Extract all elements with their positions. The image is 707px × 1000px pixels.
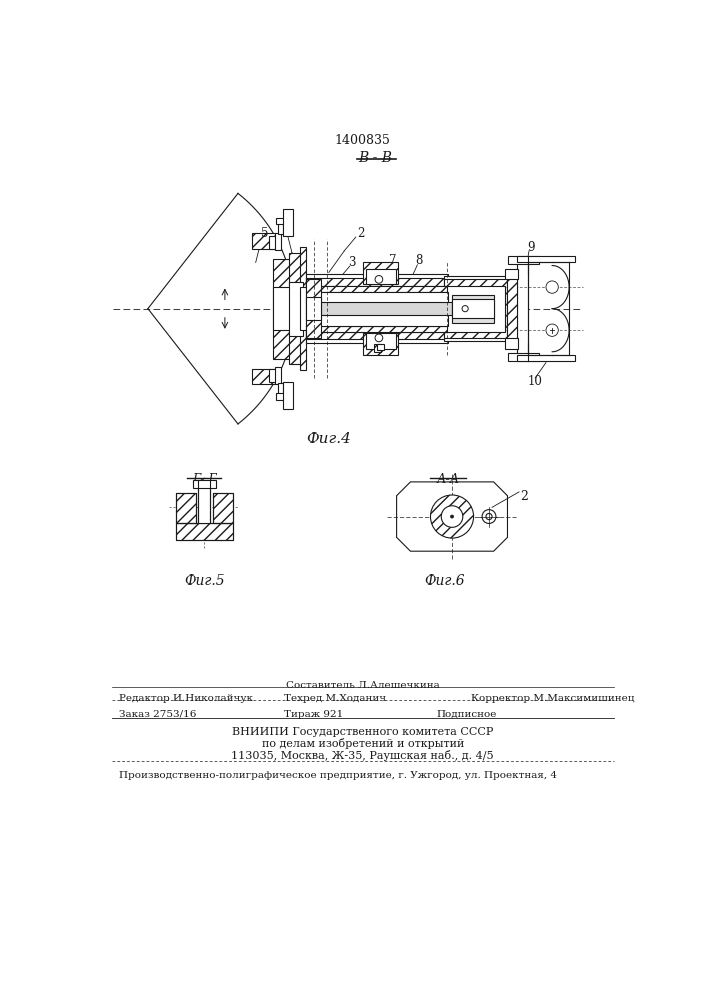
Bar — [269, 235, 276, 249]
Text: Техред М.Ходанич: Техред М.Ходанич — [284, 694, 386, 703]
Bar — [518, 256, 575, 262]
Bar — [305, 297, 321, 320]
Bar — [518, 355, 575, 361]
Bar — [508, 353, 539, 361]
Bar — [308, 286, 448, 292]
Text: Составитель Л.Алешечкина: Составитель Л.Алешечкина — [286, 681, 440, 690]
Bar — [175, 523, 233, 540]
Bar — [507, 276, 518, 341]
Text: В - В: В - В — [358, 151, 392, 165]
Text: 2: 2 — [358, 227, 365, 240]
Text: по делам изобретений и открытий: по делам изобретений и открытий — [262, 738, 464, 749]
Bar — [274, 287, 291, 330]
Bar — [300, 247, 305, 370]
Text: 10: 10 — [527, 375, 543, 388]
Text: ВНИИПИ Государственного комитета СССР: ВНИИПИ Государственного комитета СССР — [232, 727, 493, 737]
Circle shape — [486, 513, 492, 520]
Bar — [252, 369, 275, 384]
Bar — [300, 287, 305, 330]
Bar — [452, 295, 494, 323]
Bar — [305, 274, 448, 343]
Bar — [378, 344, 383, 350]
Bar — [192, 480, 216, 488]
Circle shape — [482, 510, 496, 523]
Bar — [276, 218, 284, 224]
Bar — [278, 222, 283, 234]
Circle shape — [441, 506, 463, 527]
Text: Г- Г: Г- Г — [192, 473, 216, 486]
Text: 8: 8 — [415, 254, 423, 267]
Text: Фиг.4: Фиг.4 — [306, 432, 351, 446]
Bar — [308, 292, 448, 326]
Bar — [275, 367, 281, 384]
Bar — [373, 344, 381, 352]
Circle shape — [450, 515, 454, 518]
Bar — [288, 282, 303, 336]
Bar — [213, 493, 233, 523]
Bar — [175, 523, 233, 540]
Bar — [278, 383, 283, 395]
Bar — [518, 262, 528, 355]
Text: 1: 1 — [286, 227, 294, 240]
Bar — [363, 333, 398, 355]
Bar — [269, 369, 276, 382]
Bar — [444, 279, 508, 338]
Bar — [508, 256, 539, 264]
Circle shape — [546, 281, 559, 293]
Text: Заказ 2753/16: Заказ 2753/16 — [119, 710, 197, 719]
Bar — [308, 326, 448, 332]
Bar — [366, 333, 396, 349]
Text: 9: 9 — [527, 241, 535, 254]
Bar — [213, 493, 233, 523]
Text: Редактор И.Николайчук: Редактор И.Николайчук — [119, 694, 253, 703]
Bar — [198, 481, 210, 523]
Bar — [317, 302, 452, 315]
Text: 113035, Москва, Ж-35, Раушская наб., д. 4/5: 113035, Москва, Ж-35, Раушская наб., д. … — [231, 750, 494, 761]
Bar — [444, 276, 508, 341]
Bar — [305, 278, 448, 339]
Bar — [283, 209, 293, 235]
Circle shape — [375, 276, 382, 283]
Text: Подписное: Подписное — [437, 710, 497, 719]
Bar — [275, 233, 281, 250]
Bar — [506, 269, 518, 279]
Bar — [276, 393, 284, 400]
Bar — [274, 259, 291, 359]
Bar — [366, 269, 396, 284]
Text: Производственно-полиграфическое предприятие, г. Ужгород, ул. Проектная, 4: Производственно-полиграфическое предприя… — [119, 771, 557, 780]
Circle shape — [546, 324, 559, 336]
Text: А-А: А-А — [436, 473, 460, 486]
Circle shape — [462, 306, 468, 312]
Bar — [308, 286, 448, 332]
Text: 1400835: 1400835 — [334, 134, 390, 147]
Bar — [288, 253, 303, 364]
Bar — [252, 233, 275, 249]
Bar — [448, 286, 506, 332]
Bar — [175, 493, 196, 523]
Text: Фиг.6: Фиг.6 — [424, 574, 464, 588]
Circle shape — [431, 495, 474, 538]
Text: 3: 3 — [348, 256, 356, 269]
Bar — [363, 262, 398, 284]
Text: 7: 7 — [389, 254, 397, 267]
Text: Корректор М.Максимишинец: Корректор М.Максимишинец — [472, 694, 635, 703]
Polygon shape — [397, 482, 508, 551]
Bar — [175, 493, 196, 523]
Text: 2: 2 — [520, 490, 527, 503]
Text: 5: 5 — [261, 227, 269, 240]
Bar — [506, 338, 518, 349]
Text: Фиг.5: Фиг.5 — [184, 574, 224, 588]
Bar — [283, 382, 293, 409]
Bar — [305, 279, 321, 338]
Bar — [452, 299, 494, 318]
Text: Тираж 921: Тираж 921 — [284, 710, 344, 719]
Circle shape — [375, 334, 382, 342]
